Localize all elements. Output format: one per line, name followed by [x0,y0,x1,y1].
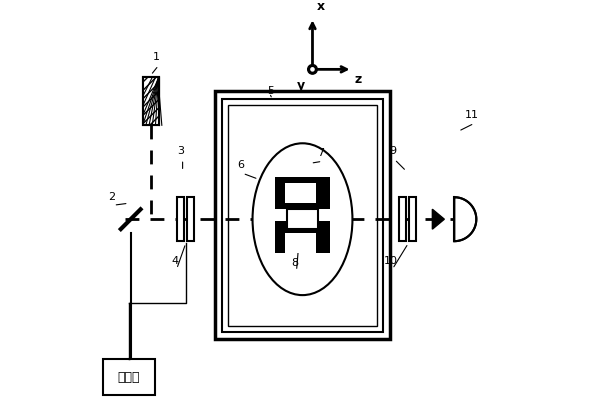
Text: 2: 2 [108,192,115,202]
Bar [399,197,406,241]
Circle shape [311,68,314,71]
Bar [222,99,383,332]
Bar [143,77,158,125]
Text: x: x [317,0,325,14]
Text: 1: 1 [153,52,160,62]
Circle shape [307,65,317,74]
Polygon shape [432,209,444,229]
Bar [143,77,158,125]
Bar [284,183,316,203]
Text: z: z [355,73,362,86]
Bar [274,177,330,209]
Text: 7: 7 [317,148,324,158]
Polygon shape [454,197,477,241]
Text: 11: 11 [465,110,479,120]
Bar [284,233,316,253]
Text: y: y [296,79,305,92]
Bar [228,104,377,326]
Text: 4: 4 [171,256,178,266]
Ellipse shape [253,143,352,295]
Text: 计算机: 计算机 [117,371,140,383]
Bar [286,209,319,229]
Bar [102,359,155,395]
Bar [187,197,194,241]
Text: 5: 5 [267,86,274,96]
Text: 9: 9 [389,146,396,156]
Text: 3: 3 [177,146,184,156]
Bar [409,197,416,241]
Bar [177,197,184,241]
Text: 6: 6 [237,160,244,170]
Text: 10: 10 [383,256,398,266]
Bar [214,91,391,339]
Bar [274,221,330,253]
Text: 8: 8 [291,258,298,268]
